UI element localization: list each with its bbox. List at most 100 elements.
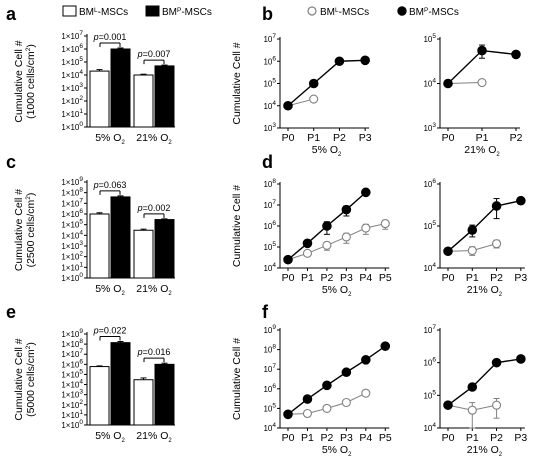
chart-b-left-x-tick-label: P1 [307, 132, 320, 144]
chart-e-bar-bml [89, 366, 110, 426]
chart-b-left-y-tick-label: 107 [263, 33, 276, 44]
chart-b-left-y-tick-base: 10 [263, 35, 272, 44]
chart-a-pvalue-num: =0.001 [99, 32, 127, 42]
chart-f-left-x-tick-label: P0 [282, 432, 295, 444]
chart-f-right-point-bmp [516, 354, 526, 364]
chart-b-right-y-tick-exp: 3 [432, 122, 436, 129]
chart-b-right-x-tick-label: P2 [510, 132, 523, 144]
chart-c-y-tick-exp: 7 [79, 197, 83, 204]
chart-a-y-tick-label: 1×106 [61, 43, 83, 54]
chart-e-pvalue-p: p [137, 347, 143, 357]
chart-d-left-y-tick-exp: 7 [272, 199, 276, 206]
chart-c-pvalue: p=0.002 [137, 203, 171, 213]
chart-f-left-y-tick-exp: 5 [272, 402, 276, 409]
chart-f-right-x-tick-label: P1 [466, 432, 479, 444]
chart-c-y-tick-exp: 4 [79, 229, 83, 236]
chart-d-left-y-tick-base: 10 [263, 243, 272, 252]
chart-b-right-point-bmp [511, 49, 521, 60]
chart-f-right-y-tick-label: 104 [423, 422, 436, 433]
chart-f-right-x-tick-label: P0 [442, 432, 455, 444]
chart-c-y-tick-base: 1×10 [61, 253, 80, 262]
chart-d-left-y-tick-exp: 4 [272, 262, 276, 269]
chart-e-y-tick-exp: 9 [79, 328, 83, 335]
chart-f-left-point-bmp [380, 341, 391, 351]
legend-marker-filled [397, 6, 407, 16]
chart-b-left-y-label-main: Cumulative Cell # [231, 42, 243, 124]
chart-d-left-y-tick-base: 10 [263, 222, 272, 231]
chart-e-y-tick-base: 1×10 [61, 421, 80, 430]
chart-c-x-category: 21% O2 [136, 283, 172, 297]
chart-a-y-tick-label: 1×104 [61, 69, 83, 80]
chart-c-y-tick-exp: 3 [79, 240, 83, 247]
chart-e-y-tick-exp: 2 [79, 399, 83, 406]
chart-a-y-tick-exp: 6 [79, 43, 83, 50]
chart-e-y-label-main: Cumulative Cell # [13, 338, 25, 420]
chart-d-left-y-tick-exp: 6 [272, 220, 276, 227]
chart-b-left-point-bmp [308, 78, 319, 89]
chart-e-y-label: Cumulative Cell # [13, 338, 25, 420]
chart-f-left-y-tick-label: 104 [263, 422, 276, 433]
chart-c-y-tick-label: 1×100 [61, 272, 83, 283]
chart-d-right-x-label-sub: 2 [499, 292, 503, 298]
chart-f-right-y-tick-exp: 4 [432, 422, 436, 429]
chart-c-pvalue: p=0.063 [93, 180, 127, 190]
chart-f-right-y-tick-label: 105 [423, 389, 436, 400]
chart-d-left-y-tick-base: 10 [263, 264, 272, 273]
chart-b-left-point-bml [309, 94, 319, 104]
chart-d-right-point-bmp [491, 201, 502, 211]
chart-f-right-point-bmp [491, 357, 502, 368]
chart-f-right-x-label: 21% O2 [467, 444, 503, 456]
chart-b-left-y-tick-base: 10 [263, 102, 272, 111]
chart-d-left-point-bmp [302, 238, 313, 249]
chart-d-right-x-label-main: 21% O [467, 284, 499, 296]
chart-c-x-category-sub: 2 [168, 291, 172, 297]
chart-f-right-point-bmp [443, 400, 453, 410]
chart-d-right-point-bmp [443, 246, 453, 257]
chart-b-right-y-tick-label: 104 [423, 78, 436, 89]
chart-d-right-y-tick-base: 10 [423, 180, 432, 189]
chart-e-bar-bmp [110, 342, 131, 426]
chart-e-y-tick-base: 1×10 [61, 330, 80, 339]
chart-a-y-label-sub-end: ) [25, 44, 37, 48]
chart-f-left-y-tick-base: 10 [263, 346, 272, 355]
chart-f-left-point-bmp [302, 394, 313, 404]
chart-e-y-label-sub: (5000 cells/cm2) [25, 342, 37, 417]
chart-d-right-y-tick-label: 105 [423, 220, 436, 231]
chart-d-left-point-bml [361, 223, 371, 233]
chart-b-right-x-label: 21% O2 [464, 144, 500, 158]
chart-b-right-point-bmp [443, 78, 453, 89]
chart-d-right-y-tick-label: 104 [423, 262, 436, 273]
legend-marker-open [307, 6, 317, 16]
chart-e-y-tick-label: 1×103 [61, 389, 83, 400]
chart-e-pvalue: p=0.016 [137, 347, 171, 357]
chart-a-y-tick-base: 1×10 [61, 45, 80, 54]
panel-letter-e: e [6, 302, 16, 322]
chart-e-y-tick-label: 1×107 [61, 348, 83, 359]
chart-a-y-tick-base: 1×10 [61, 84, 80, 93]
chart-d-right-y-tick-label: 106 [423, 178, 436, 189]
chart-c-y-tick-exp: 5 [79, 219, 83, 226]
chart-c-pvalue-num: =0.063 [99, 180, 127, 190]
chart-f-left-point-bml [322, 403, 332, 413]
legend-a-label-bml-rest: -MSCs [98, 7, 129, 18]
chart-a-pvalue: p=0.007 [137, 49, 171, 59]
chart-a-y-label-sub-main: (1000 cells/cm [25, 51, 37, 119]
chart-e-y-label-sub-sup: 2 [25, 345, 32, 349]
chart-d-left-x-tick-label: P4 [359, 272, 372, 284]
chart-e-y-tick-base: 1×10 [61, 401, 80, 410]
chart-f-left-y-tick-exp: 6 [272, 383, 276, 390]
chart-c-y-tick-base: 1×10 [61, 189, 80, 198]
chart-d-right-y-tick-base: 10 [423, 222, 432, 231]
panel-letter-a: a [6, 4, 17, 24]
chart-e-pvalue: p=0.022 [93, 326, 127, 336]
chart-f-left-y-tick-exp: 9 [272, 324, 276, 331]
chart-b-right-y-tick-label: 103 [423, 122, 436, 133]
chart-a-x-category-main: 5% O [95, 132, 121, 144]
chart-f-left-y-tick-base: 10 [263, 365, 272, 374]
chart-d-left-y-tick-label: 107 [263, 199, 276, 210]
legend-b-label-bml-sup: L [335, 7, 339, 14]
chart-c-y-tick-exp: 0 [79, 272, 83, 279]
chart-d-left-y-tick-exp: 5 [272, 241, 276, 248]
legend-b-label-bmp-sup: P [424, 7, 428, 14]
